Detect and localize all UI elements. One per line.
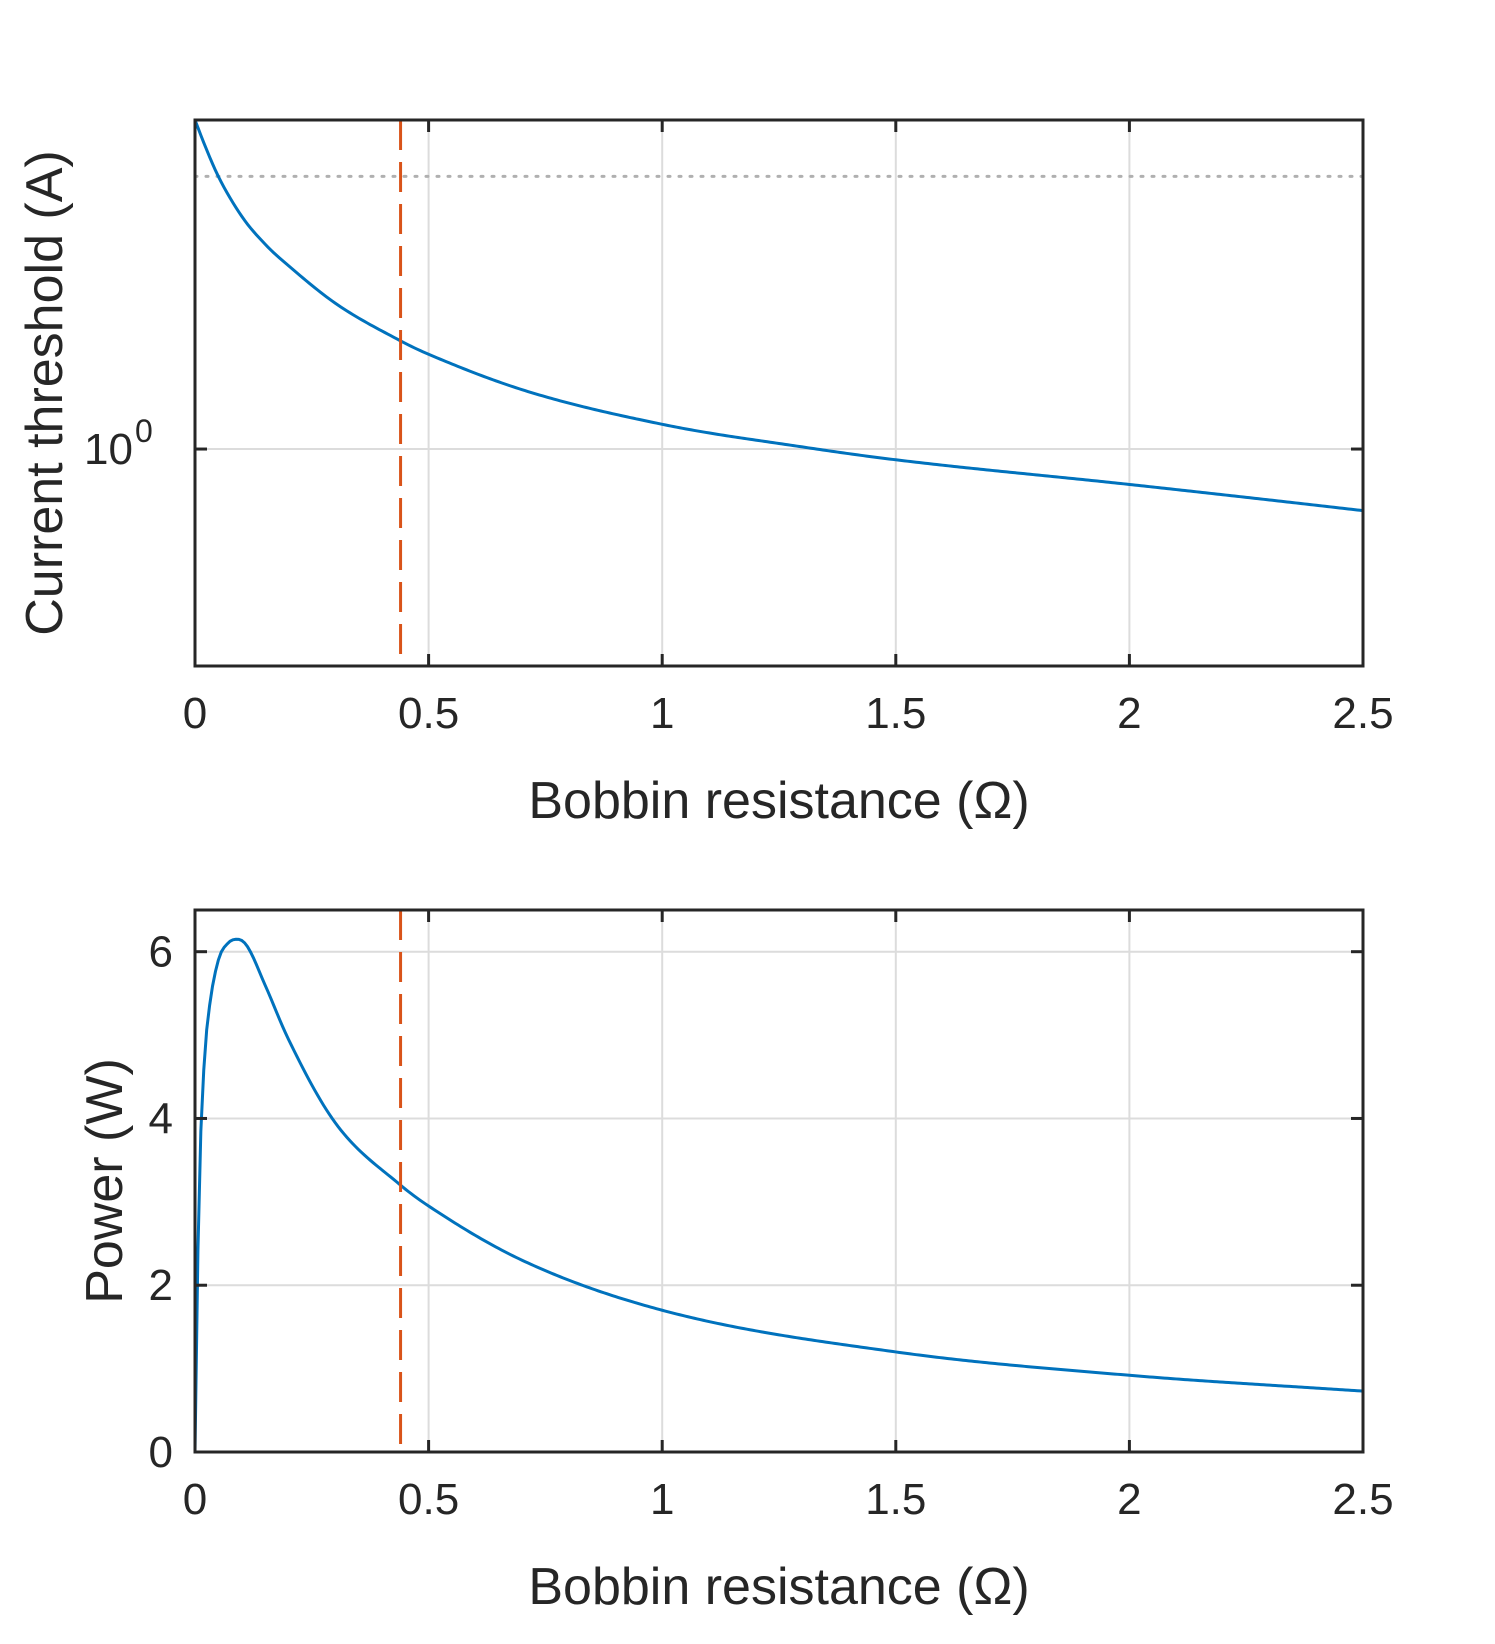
x-tick-label: 0.5 (398, 1475, 459, 1524)
series-line (193, 937, 1364, 1453)
x-tick-label: 2 (1117, 689, 1141, 738)
y-tick-label-exponent: 0 (135, 413, 153, 449)
axes-frame (193, 908, 1365, 1454)
power-plot: 0 0.5 1 1.5 2 2.5 0 2 4 6 Bobbin resistance (Ω) Pow… (76, 908, 1394, 1616)
x-axis-label: Bobbin resistance (Ω) (528, 772, 1029, 830)
y-tick-label: 6 (149, 928, 173, 977)
x-tick-label: 2.5 (1332, 1475, 1393, 1524)
x-tick-label: 1.5 (865, 689, 926, 738)
x-tick-label: 1 (650, 1475, 674, 1524)
x-tick-label: 2.5 (1332, 689, 1393, 738)
x-tick-label: 0 (183, 689, 207, 738)
x-tick-label: 1 (650, 689, 674, 738)
grid (194, 910, 1364, 1453)
x-tick-label: 1.5 (865, 1475, 926, 1524)
y-tick-label: 2 (149, 1261, 173, 1310)
axes-frame (193, 118, 1365, 668)
series-line (193, 119, 1364, 513)
y-axis-label: Current threshold (A) (16, 150, 74, 636)
grid (194, 120, 1364, 666)
x-tick-label: 0 (183, 1475, 207, 1524)
y-axis-label: Power (W) (76, 1058, 134, 1304)
x-axis-label: Bobbin resistance (Ω) (528, 1558, 1029, 1616)
y-tick-label: 4 (149, 1094, 173, 1143)
x-tick-label: 2 (1117, 1475, 1141, 1524)
y-tick-label: 0 (149, 1428, 173, 1477)
x-tick-label: 0.5 (398, 689, 459, 738)
y-tick-label: 10 (84, 425, 133, 474)
